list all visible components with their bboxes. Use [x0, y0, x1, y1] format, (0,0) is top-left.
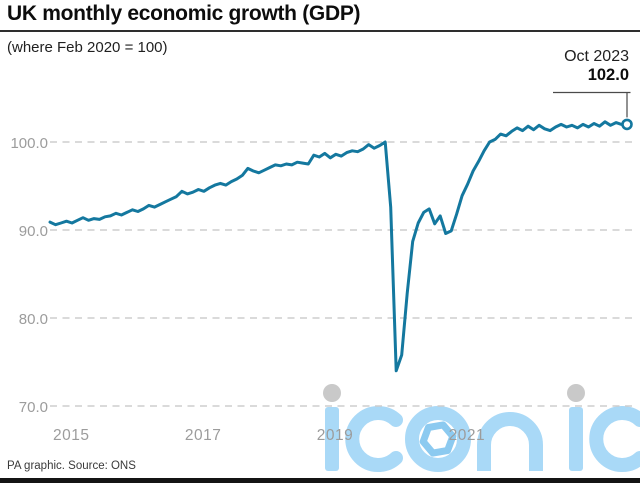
watermark-letter-i — [569, 407, 583, 471]
watermark-letter-o — [405, 406, 471, 472]
watermark-letter-n — [477, 412, 543, 471]
watermark-i-dot-icon — [567, 384, 585, 402]
annotation-date-label: Oct 2023 — [564, 48, 629, 65]
source-credit: PA graphic. Source: ONS — [7, 460, 136, 472]
title-rule — [0, 30, 640, 32]
watermark-hexagon-icon — [419, 421, 457, 457]
chart-subtitle: (where Feb 2020 = 100) — [7, 39, 168, 56]
gdp-line — [48, 120, 629, 373]
annotation-value-label: 102.0 — [587, 66, 629, 84]
watermark-letter-i — [325, 407, 339, 471]
watermark-letter-c — [589, 406, 640, 472]
last-point-marker — [621, 118, 633, 131]
bottom-bar — [0, 477, 640, 483]
watermark-i-dot-icon — [323, 384, 341, 402]
watermark-letter-c — [345, 406, 403, 472]
chart-title: UK monthly economic growth (GDP) — [7, 2, 361, 25]
